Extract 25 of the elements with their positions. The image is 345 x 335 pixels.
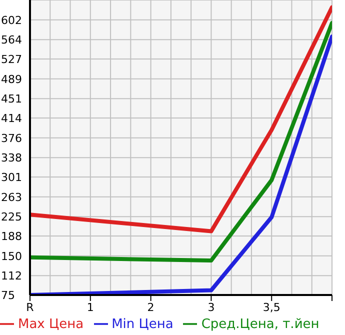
y-tick-label: 75 xyxy=(1,289,15,302)
y-tick-label: 564 xyxy=(1,34,22,47)
x-tick-label: 2 xyxy=(147,300,154,314)
x-tick-label: 3 xyxy=(208,300,215,314)
legend-label: Сред.Цена, т.йен xyxy=(201,317,320,332)
y-tick-label: 527 xyxy=(1,53,22,66)
y-tick-label: 112 xyxy=(1,270,22,283)
y-tick-label: 301 xyxy=(1,171,22,184)
x-tick-label: R xyxy=(26,300,34,314)
y-tick-label: 376 xyxy=(1,132,22,145)
y-tick-label: 338 xyxy=(1,152,22,165)
x-tick-label: 3,5 xyxy=(262,300,280,314)
y-tick-label: 225 xyxy=(1,210,22,224)
line-series xyxy=(30,5,332,234)
legend-label: Max Цена xyxy=(18,317,84,332)
y-tick-label: 263 xyxy=(1,190,22,204)
y-tick-label: 414 xyxy=(1,112,22,125)
legend-label: Min Цена xyxy=(112,317,174,332)
y-tick-label: 150 xyxy=(1,250,22,263)
y-tick-label: 451 xyxy=(1,92,22,106)
y-tick-label: 489 xyxy=(1,72,22,86)
line-series xyxy=(30,20,332,263)
x-tick-label: 1 xyxy=(86,300,94,314)
y-tick-label: 188 xyxy=(1,230,22,243)
y-tick-label: 602 xyxy=(1,14,22,27)
